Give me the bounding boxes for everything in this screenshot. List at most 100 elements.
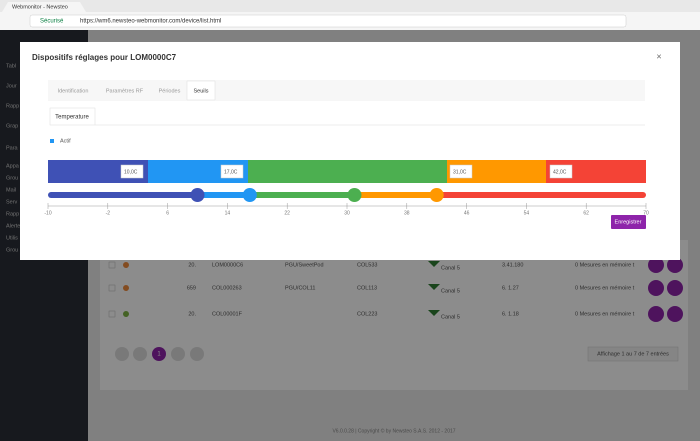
tick-label: 6 xyxy=(166,210,169,216)
sidebar-item[interactable]: Appa xyxy=(6,163,20,169)
slider-track xyxy=(249,192,355,198)
cell: COL533 xyxy=(357,262,378,268)
modal-title: Dispositifs réglages pour LOM0000C7 xyxy=(32,53,177,62)
sidebar-items: Tabl Jour Rapp Grap Para Appa Grou Mail Serv Rapp… xyxy=(6,63,20,253)
cell: Canal 5 xyxy=(441,314,460,320)
page-last[interactable] xyxy=(190,347,204,361)
sidebar-item[interactable]: Mail xyxy=(6,187,16,193)
tab[interactable] xyxy=(186,80,216,101)
status-icon xyxy=(123,285,129,291)
page-number: 1 xyxy=(157,352,161,358)
sidebar-item[interactable]: Grou xyxy=(6,175,18,181)
slider-handle[interactable] xyxy=(429,188,444,202)
cell: Canal 5 xyxy=(441,265,460,271)
cell: PGU/COL11 xyxy=(285,285,315,291)
page-prev[interactable] xyxy=(133,347,147,361)
tick-label: 30 xyxy=(344,210,350,216)
threshold-input[interactable] xyxy=(120,164,144,179)
tick-label: 46 xyxy=(464,210,470,216)
pagination-info: Affichage 1 au 7 de 7 entrées xyxy=(597,351,669,357)
sidebar-item[interactable]: Jour xyxy=(6,83,17,89)
slider-handle[interactable] xyxy=(190,188,205,202)
settings-button[interactable] xyxy=(648,280,664,296)
subtab-label: Temperature xyxy=(55,115,89,121)
secure-label: Sécurisé xyxy=(40,19,64,25)
row-checkbox[interactable] xyxy=(108,284,116,292)
threshold-input[interactable] xyxy=(220,164,244,179)
sidebar-item[interactable]: Alerte xyxy=(6,223,20,229)
tick-label: 54 xyxy=(524,210,530,216)
slider-handle[interactable] xyxy=(347,188,362,202)
cell: 0 Mesures en mémoire t xyxy=(575,311,635,317)
cell: COL113 xyxy=(357,285,377,291)
device-table xyxy=(100,240,688,390)
page-current[interactable] xyxy=(152,347,166,361)
sidebar-item[interactable]: Grap xyxy=(6,123,18,129)
chart-button[interactable] xyxy=(667,257,683,273)
sidebar-item[interactable]: Grou xyxy=(6,247,18,253)
slider-handle[interactable] xyxy=(242,188,257,202)
page-prev[interactable] xyxy=(115,347,129,361)
tab-label: Paramètres RF xyxy=(106,88,144,94)
sidebar-item[interactable]: Tabl xyxy=(6,63,16,69)
cell: 6. 1.27 xyxy=(502,285,519,291)
tick-label: 62 xyxy=(583,210,589,216)
tick-label: -2 xyxy=(106,210,111,216)
cell: COL00001F xyxy=(212,311,243,317)
subtab[interactable] xyxy=(49,107,96,126)
slider-track xyxy=(48,192,198,198)
close-button[interactable]: × xyxy=(656,51,661,61)
tick-label: 38 xyxy=(404,210,410,216)
status-icon xyxy=(123,262,129,268)
threshold-value: 42,0C xyxy=(553,169,567,175)
cell: 3.41.180 xyxy=(502,262,523,268)
settings-button[interactable] xyxy=(648,306,664,322)
signal-icon xyxy=(428,284,440,290)
cell: 0 Mesures en mémoire t xyxy=(575,285,635,291)
tick-label: 70 xyxy=(643,210,649,216)
tab-label: Identification xyxy=(58,88,89,94)
row-checkbox[interactable] xyxy=(108,310,116,318)
tick-label: -10 xyxy=(44,210,51,216)
table-rows: 20. LOM0000C6 PGU/SweetPod COL533 Canal 5 3.4… xyxy=(108,257,683,322)
sidebar-item[interactable]: Para xyxy=(6,145,19,151)
chart-button[interactable] xyxy=(667,306,683,322)
threshold-input[interactable] xyxy=(449,164,473,179)
save-label: Enregistrer xyxy=(615,219,642,225)
tick-label: 22 xyxy=(284,210,290,216)
sidebar-item[interactable]: Serv xyxy=(6,199,18,205)
cell: COL000263 xyxy=(212,285,242,291)
slider-track xyxy=(197,192,250,198)
tab[interactable] xyxy=(50,81,96,100)
checkbox-label: Actif xyxy=(60,138,71,144)
address-bar[interactable] xyxy=(29,14,627,28)
cell: PGU/SweetPod xyxy=(285,262,324,268)
modal xyxy=(20,42,680,260)
cell: 0 Mesures en mémoire t xyxy=(575,262,635,268)
cell: 20. xyxy=(188,311,196,317)
threshold-slider: 10,0C 17,0C 31,0C 42,0C -10 -2 6 14 22 30 38 46 54 62… xyxy=(44,160,649,216)
threshold-value: 17,0C xyxy=(224,169,238,175)
settings-button[interactable] xyxy=(648,257,664,273)
chart-button[interactable] xyxy=(667,280,683,296)
checkbox[interactable] xyxy=(50,139,54,143)
zone-band xyxy=(248,160,447,183)
threshold-input[interactable] xyxy=(549,164,573,179)
tab-title: Webmonitor - Newsteo xyxy=(12,4,68,10)
sidebar-item[interactable]: Rapp xyxy=(6,211,19,217)
tabs: Identification Paramètres RF Périodes Seuil… xyxy=(50,80,216,101)
tab[interactable] xyxy=(97,81,152,100)
page-next[interactable] xyxy=(171,347,185,361)
tab-label: Seuils xyxy=(194,88,209,94)
cell: 6. 1.18 xyxy=(502,311,519,317)
slider-track xyxy=(354,192,437,198)
tick-label: 14 xyxy=(225,210,231,216)
row-checkbox[interactable] xyxy=(108,261,116,269)
sidebar-item[interactable]: Utilis xyxy=(6,235,18,241)
browser-tab[interactable] xyxy=(2,2,86,12)
save-button[interactable] xyxy=(611,215,646,229)
sidebar-item[interactable]: Rapp xyxy=(6,103,19,109)
tab[interactable] xyxy=(153,81,186,100)
cell: 20. xyxy=(188,262,196,268)
